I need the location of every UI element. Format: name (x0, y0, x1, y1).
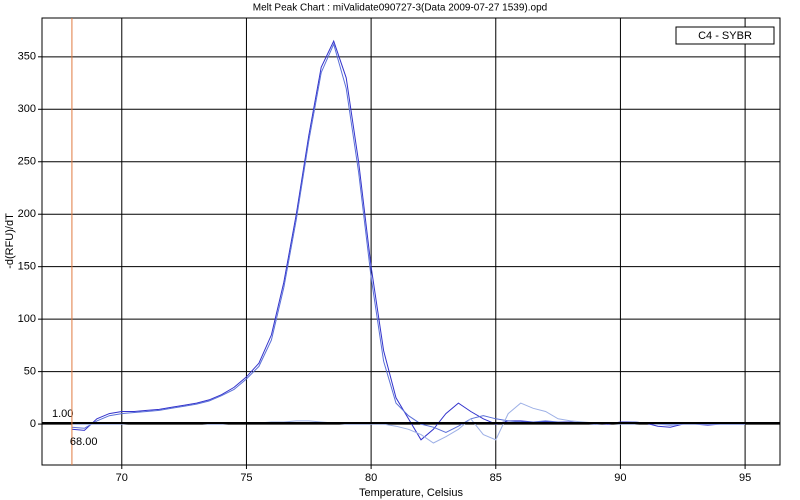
y-tick-label: 350 (18, 51, 36, 63)
y-tick-label: 250 (18, 156, 36, 168)
y-tick-label: 300 (18, 103, 36, 115)
y-tick-label: 150 (18, 261, 36, 273)
y-tick-label: 50 (24, 366, 36, 378)
x-tick-label: 90 (614, 472, 626, 484)
y-tick-label: 200 (18, 208, 36, 220)
marker-label: 68.00 (70, 436, 98, 448)
x-tick-label: 70 (116, 472, 128, 484)
series-line (71, 42, 746, 434)
y-axis-label: -d(RFU)/dT (4, 213, 16, 269)
y-tick-label: 0 (30, 418, 36, 430)
legend-label: C4 - SYBR (698, 30, 752, 42)
x-axis-label: Temperature, Celsius (359, 487, 463, 499)
threshold-label: 1.00 (52, 408, 73, 420)
chart-title: Melt Peak Chart : miValidate090727-3(Dat… (253, 3, 547, 14)
x-tick-label: 95 (739, 472, 751, 484)
x-tick-label: 75 (240, 472, 252, 484)
x-tick-label: 80 (365, 472, 377, 484)
plot-area (42, 18, 780, 465)
y-tick-label: 100 (18, 313, 36, 325)
legend-box (675, 26, 775, 45)
x-tick-label: 85 (490, 472, 502, 484)
plot-border (41, 17, 781, 466)
